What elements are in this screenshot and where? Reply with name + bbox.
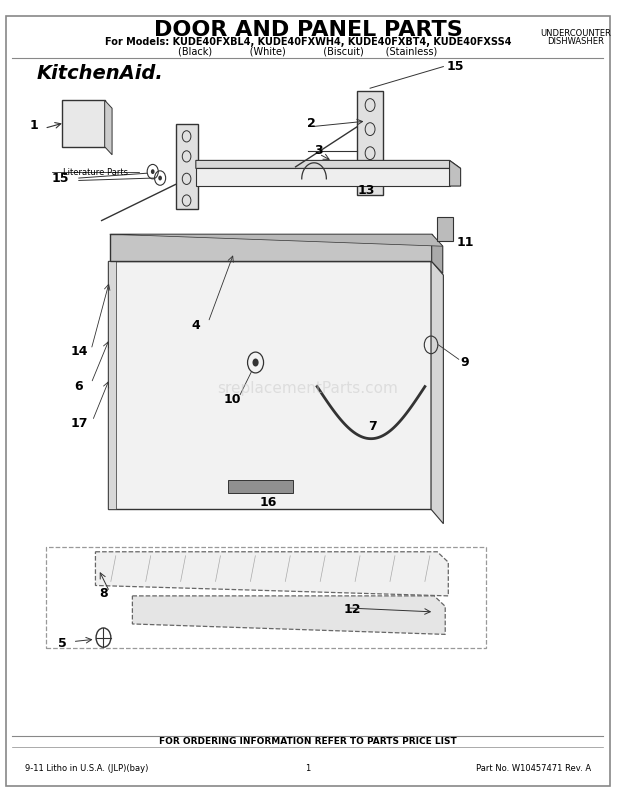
Polygon shape <box>133 596 445 634</box>
Text: 1: 1 <box>305 764 311 773</box>
Text: 13: 13 <box>358 184 375 197</box>
Text: For Models: KUDE40FXBL4, KUDE40FXWH4, KUDE40FXBT4, KUDE40FXSS4: For Models: KUDE40FXBL4, KUDE40FXWH4, KU… <box>105 37 511 47</box>
Text: 1: 1 <box>30 119 38 132</box>
Text: 5: 5 <box>58 637 67 650</box>
Text: 15: 15 <box>446 60 464 73</box>
Circle shape <box>252 358 259 367</box>
Text: 4: 4 <box>192 319 200 332</box>
Polygon shape <box>357 91 383 195</box>
Polygon shape <box>108 261 116 509</box>
Text: 11: 11 <box>457 236 474 249</box>
Polygon shape <box>450 160 461 186</box>
Polygon shape <box>196 160 461 168</box>
Polygon shape <box>95 552 448 596</box>
Text: 16: 16 <box>259 496 277 508</box>
Polygon shape <box>61 100 105 147</box>
Text: KitchenAid.: KitchenAid. <box>37 64 164 83</box>
Text: 10: 10 <box>224 393 242 406</box>
Text: 7: 7 <box>368 420 377 433</box>
Polygon shape <box>110 234 443 246</box>
Text: 15: 15 <box>51 172 69 184</box>
Text: 9: 9 <box>461 356 469 369</box>
Text: 9-11 Litho in U.S.A. (JLP)(bay): 9-11 Litho in U.S.A. (JLP)(bay) <box>25 764 148 773</box>
Bar <box>436 217 453 241</box>
Text: DOOR AND PANEL PARTS: DOOR AND PANEL PARTS <box>154 21 463 40</box>
Text: Part No. W10457471 Rev. A: Part No. W10457471 Rev. A <box>476 764 591 773</box>
Circle shape <box>151 169 154 174</box>
Polygon shape <box>432 234 443 273</box>
Text: 3: 3 <box>315 144 323 157</box>
Text: FOR ORDERING INFORMATION REFER TO PARTS PRICE LIST: FOR ORDERING INFORMATION REFER TO PARTS … <box>159 737 457 747</box>
Text: UNDERCOUNTER: UNDERCOUNTER <box>541 29 611 38</box>
Text: Literature Parts: Literature Parts <box>63 168 128 177</box>
Text: 6: 6 <box>74 380 83 393</box>
Polygon shape <box>108 261 431 509</box>
Text: DISHWASHER: DISHWASHER <box>547 37 604 47</box>
Text: 17: 17 <box>70 417 87 430</box>
Text: (Black)            (White)            (Biscuit)       (Stainless): (Black) (White) (Biscuit) (Stainless) <box>179 47 438 56</box>
Polygon shape <box>105 100 112 155</box>
Circle shape <box>158 176 162 180</box>
Text: 8: 8 <box>99 587 108 600</box>
Text: 12: 12 <box>343 603 361 616</box>
Polygon shape <box>431 261 443 524</box>
Text: 2: 2 <box>307 117 316 130</box>
Polygon shape <box>196 168 450 186</box>
Text: sreplacementParts.com: sreplacementParts.com <box>218 382 398 396</box>
Polygon shape <box>110 234 432 261</box>
Text: 14: 14 <box>70 345 87 358</box>
Bar <box>228 480 293 493</box>
Polygon shape <box>175 124 198 209</box>
